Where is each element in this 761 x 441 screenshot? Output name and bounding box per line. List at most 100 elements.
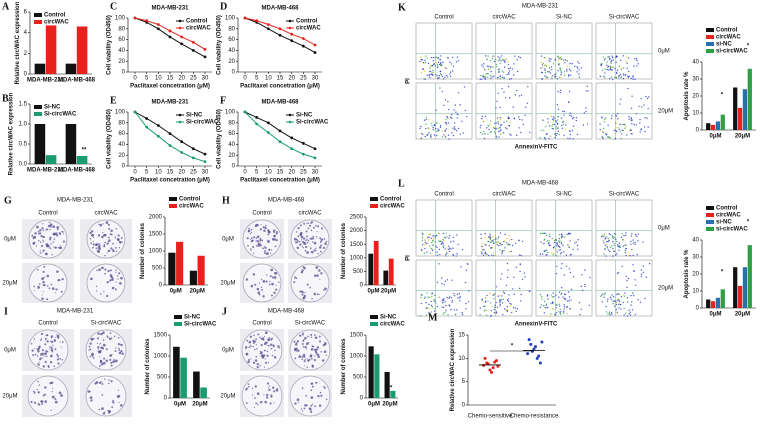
event: [559, 312, 561, 314]
colony: [110, 364, 113, 367]
legend-swatch: [706, 206, 714, 210]
legend-label: Si-NC: [44, 105, 61, 111]
bar: [34, 124, 46, 164]
event: [499, 130, 501, 132]
legend-label: Control: [380, 197, 402, 203]
event: [602, 136, 604, 139]
colony: [90, 354, 93, 356]
colony: [49, 347, 51, 349]
event: [560, 236, 563, 238]
colony: [116, 275, 119, 277]
event: [565, 265, 568, 267]
event: [604, 244, 607, 246]
point: [191, 49, 195, 52]
event: [630, 133, 632, 135]
colony: [106, 252, 108, 254]
y-tick-label: 1000: [350, 354, 364, 360]
event: [456, 253, 458, 255]
event: [444, 280, 447, 282]
panel-letter: I: [4, 306, 8, 317]
event: [504, 60, 506, 63]
event: [453, 309, 456, 311]
event: [544, 232, 546, 234]
point: [255, 122, 259, 126]
bar: [710, 301, 716, 308]
colony: [40, 339, 42, 341]
legend-label: Si-circWAC: [186, 120, 219, 126]
event: [600, 295, 602, 298]
x-tick-label: 0μM: [709, 134, 721, 140]
colony: [264, 252, 266, 255]
y-tick-label: 1000: [149, 249, 163, 255]
event: [519, 56, 522, 59]
event: [631, 95, 633, 97]
colony: [55, 336, 57, 339]
image-row-label: 0μM: [222, 348, 234, 354]
event: [555, 72, 557, 75]
colony: [313, 292, 317, 296]
event: [560, 241, 563, 244]
event: [558, 57, 560, 59]
colony: [37, 391, 40, 394]
event: [421, 68, 424, 71]
colony: [101, 407, 104, 411]
colony: [257, 404, 259, 406]
event: [620, 137, 622, 140]
event: [556, 242, 558, 244]
event: [507, 298, 510, 300]
colony: [42, 235, 45, 239]
event: [495, 311, 498, 313]
colony: [108, 337, 111, 340]
event: [578, 76, 581, 78]
event: [640, 273, 643, 276]
event: [429, 76, 431, 79]
event: [544, 250, 546, 253]
event: [632, 264, 634, 266]
event: [552, 123, 554, 125]
colony: [260, 278, 263, 281]
event: [553, 313, 556, 316]
event: [430, 56, 433, 59]
colony: [101, 383, 104, 385]
event: [448, 234, 451, 237]
colony: [47, 351, 49, 353]
legend-label: Control: [716, 28, 738, 34]
event: [578, 301, 580, 304]
colony: [34, 347, 36, 350]
event: [576, 67, 579, 69]
event: [502, 291, 505, 293]
flow-plot: [475, 82, 533, 140]
colony: [114, 350, 117, 353]
event: [427, 127, 429, 129]
event: [493, 131, 496, 133]
event: [505, 284, 508, 287]
event: [647, 126, 649, 128]
legend-label: circWAC: [716, 35, 741, 41]
event: [504, 66, 506, 68]
y-tick-label: 2000: [350, 228, 364, 234]
event: [503, 308, 506, 310]
event: [428, 75, 431, 77]
event: [503, 58, 505, 61]
colony: [100, 293, 102, 295]
colony: [108, 379, 110, 381]
event: [430, 136, 432, 138]
point: [191, 156, 195, 160]
colony: [319, 237, 322, 239]
event: [492, 66, 494, 68]
event: [503, 292, 506, 295]
event: [643, 104, 645, 106]
event: [513, 276, 515, 278]
event: [452, 127, 454, 129]
colony: [50, 409, 52, 411]
colony: [315, 225, 317, 227]
event: [420, 59, 423, 61]
colony: [254, 340, 257, 343]
point: [156, 27, 160, 31]
colony: [303, 360, 306, 363]
event: [515, 266, 518, 268]
event: [630, 294, 632, 297]
event: [455, 255, 457, 257]
colony: [45, 243, 49, 246]
event: [443, 312, 445, 314]
